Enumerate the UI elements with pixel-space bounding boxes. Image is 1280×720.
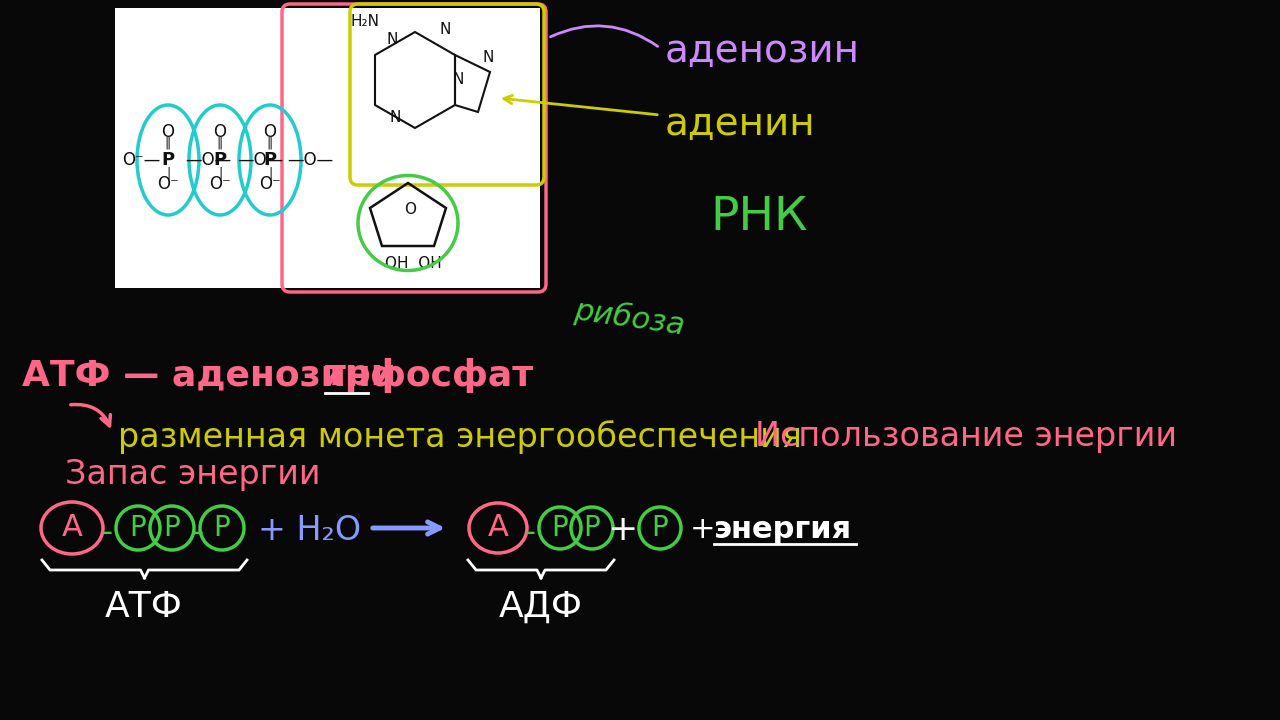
Text: A: A: [488, 513, 508, 542]
Text: фосфат: фосфат: [370, 358, 534, 393]
Text: ‖: ‖: [216, 137, 223, 150]
Text: +: +: [690, 516, 716, 544]
FancyBboxPatch shape: [115, 8, 540, 288]
Text: аденозин: аденозин: [666, 32, 860, 70]
Text: Запас энергии: Запас энергии: [65, 458, 320, 491]
Text: Использование энергии: Использование энергии: [755, 420, 1178, 453]
Text: N: N: [389, 110, 401, 125]
Text: ‖: ‖: [266, 137, 273, 150]
Text: —O—: —O—: [186, 151, 232, 169]
Text: P: P: [652, 514, 668, 542]
Text: N: N: [483, 50, 494, 66]
Text: N: N: [387, 32, 398, 48]
Text: P: P: [214, 151, 227, 169]
Text: энергия: энергия: [714, 516, 852, 544]
Text: —O—: —O—: [237, 151, 283, 169]
Text: разменная монета энергообеспечения: разменная монета энергообеспечения: [118, 420, 801, 454]
Text: РНК: РНК: [710, 195, 808, 240]
Text: O⁻—: O⁻—: [122, 151, 160, 169]
Text: |: |: [166, 166, 170, 179]
Text: O⁻: O⁻: [259, 175, 280, 193]
Text: -: -: [101, 518, 113, 546]
Text: +: +: [607, 513, 637, 547]
Text: O: O: [161, 123, 174, 141]
Text: —O—: —O—: [287, 151, 333, 169]
Text: АТФ — аденозин: АТФ — аденозин: [22, 358, 371, 392]
Text: |: |: [268, 166, 273, 179]
Text: рибоза: рибоза: [572, 295, 687, 341]
Text: аденин: аденин: [666, 105, 815, 143]
Text: ‖: ‖: [165, 137, 172, 150]
Text: N: N: [452, 73, 463, 88]
Text: АДФ: АДФ: [499, 590, 582, 624]
Text: O: O: [404, 202, 416, 217]
Text: O⁻: O⁻: [157, 175, 179, 193]
Text: A: A: [61, 513, 82, 542]
Text: -: -: [525, 518, 535, 546]
Text: O⁻: O⁻: [209, 175, 230, 193]
Text: P: P: [552, 514, 568, 542]
Text: O: O: [214, 123, 227, 141]
Text: P: P: [264, 151, 276, 169]
Text: -: -: [192, 518, 204, 546]
Text: OH  OH: OH OH: [384, 256, 442, 271]
Text: P: P: [584, 514, 600, 542]
Text: P: P: [129, 514, 146, 542]
Text: P: P: [214, 514, 230, 542]
Text: три: три: [325, 358, 397, 392]
Text: P: P: [161, 151, 174, 169]
Text: N: N: [439, 22, 451, 37]
Text: |: |: [218, 166, 223, 179]
Text: + H₂O: + H₂O: [259, 513, 361, 546]
Text: АТФ: АТФ: [105, 590, 183, 624]
Text: O: O: [264, 123, 276, 141]
Text: P: P: [164, 514, 180, 542]
Text: H₂N: H₂N: [351, 14, 379, 30]
